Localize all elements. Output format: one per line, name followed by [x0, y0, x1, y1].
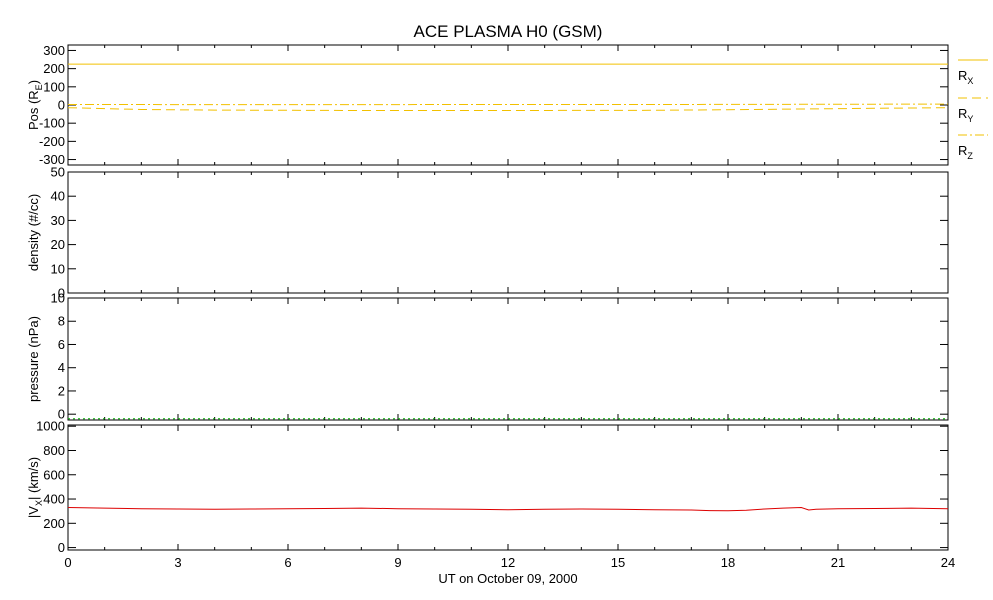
y-tick-label: 10 — [51, 291, 65, 306]
y-tick-label: 200 — [43, 516, 65, 531]
legend-label-text: R — [958, 68, 967, 83]
y-tick-label: 200 — [43, 61, 65, 76]
y-tick-label: 0 — [58, 540, 65, 555]
y-axis-label-text: density (#/cc) — [26, 194, 41, 271]
y-axis-label: density (#/cc) — [26, 194, 41, 271]
y-tick-label: -100 — [39, 116, 65, 131]
y-tick-label: 40 — [51, 189, 65, 204]
x-tick-label: 6 — [284, 555, 291, 570]
y-axis-label-text: |V — [26, 506, 41, 518]
y-tick-label: 0 — [58, 407, 65, 422]
y-axis-label: Pos (RE) — [26, 80, 44, 130]
series-line-position-2 — [67, 103, 949, 106]
y-tick-label: 100 — [43, 79, 65, 94]
legend-label-sub: Y — [967, 114, 973, 124]
y-tick-label: 10 — [51, 261, 65, 276]
y-axis-label-sub: X — [34, 500, 44, 506]
y-axis-label-text: pressure (nPa) — [26, 316, 41, 402]
y-tick-label: 6 — [58, 337, 65, 352]
y-axis-label-tail: ) — [26, 80, 41, 84]
y-tick-label: 2 — [58, 383, 65, 398]
y-axis-label: |VX| (km/s) — [26, 457, 44, 518]
panel-frame — [67, 297, 949, 421]
x-tick-label: 18 — [721, 555, 735, 570]
y-tick-label: 8 — [58, 314, 65, 329]
y-tick-label: -300 — [39, 152, 65, 167]
legend-label-1: RY — [958, 106, 973, 124]
x-tick-label: 0 — [64, 555, 71, 570]
y-tick-label: 300 — [43, 43, 65, 58]
panel-velocity: 1000 800 600 400 200 0 |VX| (km/s) — [26, 419, 949, 555]
y-axis-label: pressure (nPa) — [26, 316, 41, 402]
y-tick-label: 0 — [58, 286, 65, 301]
y-tick-label: -200 — [39, 134, 65, 149]
y-axis-label-text: Pos (R — [26, 90, 41, 130]
panel-frame — [67, 171, 949, 294]
x-tick-label: 21 — [831, 555, 845, 570]
panel-position: 300 200 100 0 -100 -200 -300 Pos (RE) — [26, 43, 949, 167]
legend-label-text: R — [958, 143, 967, 158]
legend-label-2: RZ — [958, 143, 973, 161]
panel-frame — [67, 424, 949, 551]
panel-density: 50 40 30 20 10 0 density (#/cc) — [26, 165, 949, 301]
y-tick-label: 30 — [51, 213, 65, 228]
y-tick-label: 1000 — [36, 419, 65, 434]
y-axis-label-tail: | (km/s) — [26, 457, 41, 500]
x-tick-label: 12 — [501, 555, 515, 570]
y-tick-label: 20 — [51, 237, 65, 252]
chart-title: ACE PLASMA H0 (GSM) — [414, 22, 603, 41]
y-axis-label-sub: E — [34, 84, 44, 90]
x-tick-labels: 0 3 6 9 12 15 18 21 24 — [64, 555, 955, 570]
y-tick-label: 600 — [43, 467, 65, 482]
x-axis-label: UT on October 09, 2000 — [438, 571, 577, 586]
y-tick-label: 4 — [58, 360, 65, 375]
y-tick-label: 400 — [43, 492, 65, 507]
x-tick-label: 15 — [611, 555, 625, 570]
y-tick-label: 0 — [58, 98, 65, 113]
series-line-position-1 — [67, 107, 949, 111]
legend-label-sub: Z — [967, 151, 973, 161]
y-tick-label: 50 — [51, 165, 65, 180]
x-tick-label: 24 — [941, 555, 955, 570]
panel-pressure: 10 8 6 4 2 0 pressure (nPa) — [26, 291, 949, 422]
legend-label-0: RX — [958, 68, 973, 86]
series-line-velocity-0 — [67, 506, 949, 512]
x-tick-label: 9 — [394, 555, 401, 570]
legend-label-sub: X — [967, 76, 973, 86]
x-tick-label: 3 — [174, 555, 181, 570]
y-tick-label: 800 — [43, 443, 65, 458]
legend-label-text: R — [958, 106, 967, 121]
